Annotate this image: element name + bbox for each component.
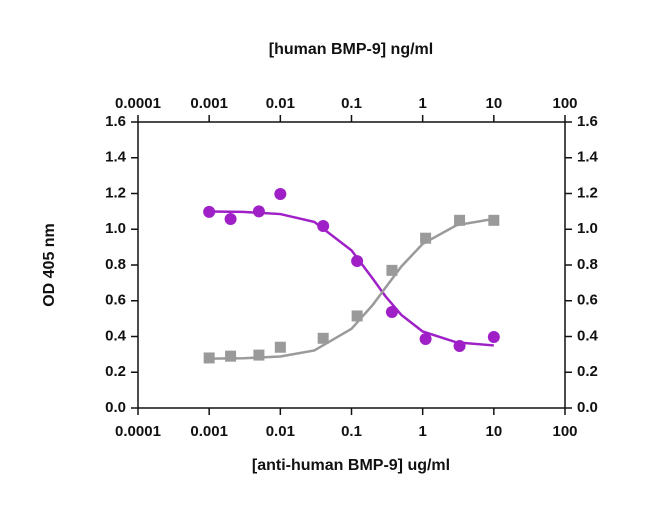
point bbox=[224, 213, 237, 226]
x2-tick-label: 0.01 bbox=[266, 95, 295, 112]
y2-tick-label: 0.2 bbox=[577, 363, 598, 380]
x-tick-label: 0.01 bbox=[266, 423, 295, 440]
point bbox=[203, 205, 216, 218]
x2-tick-label: 0.0001 bbox=[115, 95, 161, 112]
point bbox=[225, 350, 237, 362]
y-tick-label: 1.0 bbox=[105, 220, 126, 237]
x2-axis-label: [human BMP-9] ng/ml bbox=[269, 41, 433, 58]
fit-curve bbox=[209, 217, 495, 360]
point bbox=[488, 214, 500, 226]
point bbox=[274, 341, 286, 353]
x-tick-label: 0.1 bbox=[341, 423, 362, 440]
y2-tick-label: 0.0 bbox=[577, 399, 598, 416]
y-tick-label: 0.2 bbox=[105, 363, 126, 380]
point bbox=[386, 264, 398, 276]
point bbox=[351, 255, 364, 268]
x-tick-label: 10 bbox=[485, 423, 502, 440]
y-tick-label: 0.4 bbox=[105, 327, 127, 344]
x2-tick-label: 1 bbox=[418, 95, 426, 112]
y-tick-label: 0.6 bbox=[105, 292, 126, 309]
point bbox=[203, 352, 215, 364]
x-tick-label: 100 bbox=[552, 423, 577, 440]
y2-tick-label: 1.6 bbox=[577, 113, 598, 130]
y2-tick-label: 1.2 bbox=[577, 184, 598, 201]
point bbox=[453, 339, 466, 352]
y2-tick-label: 0.4 bbox=[577, 327, 599, 344]
x-tick-label: 0.001 bbox=[190, 423, 228, 440]
y-tick-label: 0.0 bbox=[105, 399, 126, 416]
x2-tick-label: 100 bbox=[552, 95, 577, 112]
point bbox=[317, 332, 329, 344]
fit-curve bbox=[209, 210, 494, 347]
y-tick-label: 1.6 bbox=[105, 113, 126, 130]
x2-tick-label: 0.001 bbox=[190, 95, 228, 112]
point bbox=[274, 188, 287, 201]
x2-tick-label: 10 bbox=[485, 95, 502, 112]
y2-tick-label: 0.8 bbox=[577, 256, 598, 273]
y2-tick-label: 1.0 bbox=[577, 220, 598, 237]
x-tick-label: 0.0001 bbox=[115, 423, 161, 440]
y-axis-label: OD 405 nm bbox=[41, 223, 58, 307]
y-tick-label: 0.8 bbox=[105, 256, 126, 273]
y-tick-label: 1.4 bbox=[105, 149, 127, 166]
point bbox=[252, 205, 265, 218]
point bbox=[385, 306, 398, 319]
point bbox=[487, 331, 500, 344]
point bbox=[253, 349, 265, 361]
x-axis-label: [anti-human BMP-9] ug/ml bbox=[252, 457, 450, 474]
point bbox=[420, 232, 432, 244]
point bbox=[317, 220, 330, 233]
x2-tick-label: 0.1 bbox=[341, 95, 362, 112]
point bbox=[351, 310, 363, 322]
point bbox=[419, 333, 432, 346]
y2-tick-label: 0.6 bbox=[577, 292, 598, 309]
point bbox=[454, 214, 466, 226]
plot-frame bbox=[137, 121, 566, 409]
y2-tick-label: 1.4 bbox=[577, 149, 599, 166]
x-tick-label: 1 bbox=[418, 423, 426, 440]
y-tick-label: 1.2 bbox=[105, 184, 126, 201]
